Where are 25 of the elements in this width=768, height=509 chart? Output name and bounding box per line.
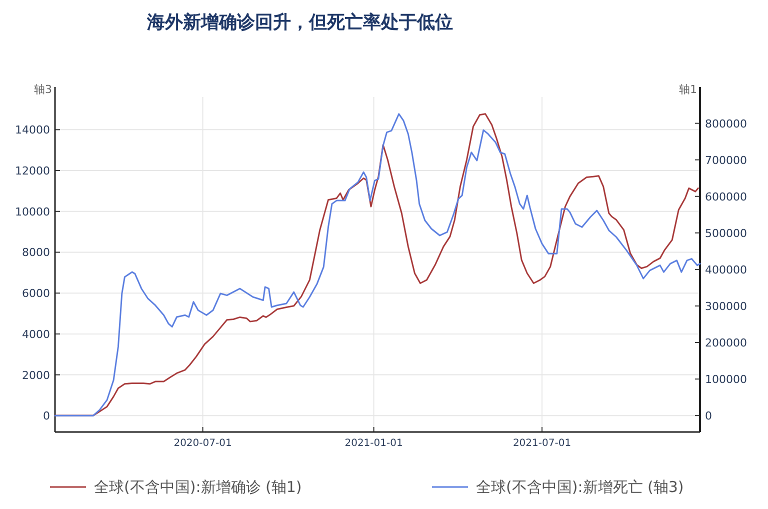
y-tick-label: 14000 xyxy=(15,124,50,137)
y-tick-label: 6000 xyxy=(22,287,50,300)
y-axis-title: 轴3 xyxy=(34,83,52,96)
y2-tick-label: 500000 xyxy=(705,226,747,240)
y2-tick-label: 300000 xyxy=(705,300,747,313)
y2-tick-label: 0 xyxy=(705,410,712,423)
y-tick-label: 8000 xyxy=(22,246,50,260)
y2-tick-label: 100000 xyxy=(705,373,747,386)
y-tick-label: 2000 xyxy=(22,368,50,382)
y-tick-label: 10000 xyxy=(15,205,50,218)
y2-axis-title: 轴1 xyxy=(679,83,697,96)
y2-tick-label: 800000 xyxy=(705,117,747,130)
y2-tick-label: 600000 xyxy=(705,190,747,204)
chart-title: 海外新增确诊回升，但死亡率处于低位 xyxy=(146,12,453,33)
legend-label: 全球(不含中国):新增确诊 (轴1) xyxy=(94,478,302,496)
x-tick-label: 2021-07-01 xyxy=(512,438,572,449)
x-tick-label: 2020-07-01 xyxy=(174,438,232,449)
y-tick-label: 4000 xyxy=(22,328,50,341)
y2-tick-label: 700000 xyxy=(705,154,747,167)
y2-tick-label: 200000 xyxy=(705,336,747,350)
y-tick-label: 0 xyxy=(43,410,50,423)
y2-tick-label: 400000 xyxy=(705,263,747,276)
x-tick-label: 2021-01-01 xyxy=(344,438,403,449)
y-tick-label: 12000 xyxy=(15,164,50,178)
legend-label: 全球(不含中国):新增死亡 (轴3) xyxy=(476,478,684,496)
